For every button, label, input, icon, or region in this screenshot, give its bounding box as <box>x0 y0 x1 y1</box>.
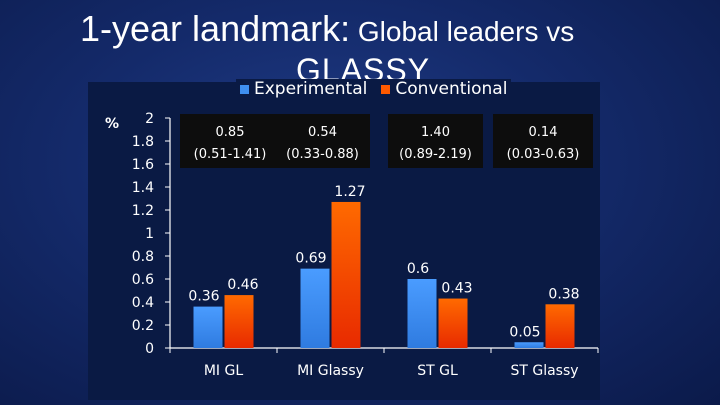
ratio-cell: 0.14 (0.03-0.63) <box>493 122 593 166</box>
chart-legend: Experimental Conventional <box>236 79 512 99</box>
ratio-ci: (0.51-1.41) <box>193 147 267 162</box>
y-tick-label: 1 <box>145 226 154 242</box>
data-label: 0.05 <box>509 324 540 340</box>
ratio-cell: 1.40 (0.89-2.19) <box>388 122 483 166</box>
y-tick-label: 1.6 <box>132 157 154 173</box>
bar-conventional <box>331 201 361 348</box>
x-tick-label: MI Glassy <box>297 363 364 379</box>
legend-item-experimental: Experimental <box>240 79 367 99</box>
ratio-value: 1.40 <box>421 125 450 140</box>
bar-experimental <box>514 342 544 348</box>
title-lead: 1-year landmark: <box>80 8 351 49</box>
data-label: 0.38 <box>548 286 579 302</box>
ratio-cell: 0.85 (0.51-1.41) <box>180 122 280 166</box>
bar-experimental <box>407 279 437 348</box>
y-tick-label: 0.6 <box>132 272 154 288</box>
y-tick-label: 0.4 <box>132 295 154 311</box>
data-label: 1.27 <box>334 184 365 200</box>
y-tick-label: 1.8 <box>132 134 154 150</box>
ratio-box-st-glassy: 0.14 (0.03-0.63) <box>493 114 593 168</box>
y-tick-label: 0.2 <box>132 318 154 334</box>
legend-swatch-conventional <box>381 84 391 94</box>
y-tick-label: 0.8 <box>132 249 154 265</box>
y-tick-label: 1.2 <box>132 203 154 219</box>
data-label: 0.36 <box>188 289 219 305</box>
bar-conventional <box>438 298 468 348</box>
bar-conventional <box>224 295 254 348</box>
y-tick-label: 0 <box>145 341 154 357</box>
slide-title: 1-year landmark: Global leaders vs GLASS… <box>80 8 680 88</box>
bar-experimental <box>300 268 330 348</box>
legend-label-experimental: Experimental <box>254 79 368 99</box>
data-label: 0.6 <box>407 261 429 277</box>
data-label: 0.69 <box>295 251 326 267</box>
ratio-cell: 0.54 (0.33-0.88) <box>275 122 370 166</box>
ratio-box-mi: 0.85 (0.51-1.41) 0.54 (0.33-0.88) <box>180 114 370 168</box>
x-tick-label: ST Glassy <box>510 363 578 379</box>
bar-conventional <box>545 304 575 348</box>
ratio-value: 0.54 <box>308 125 337 140</box>
ratio-ci: (0.33-0.88) <box>286 147 359 162</box>
legend-label-conventional: Conventional <box>395 79 508 99</box>
ratio-value: 0.14 <box>528 125 558 140</box>
data-label: 0.46 <box>227 277 258 293</box>
ratio-value: 0.85 <box>215 125 245 140</box>
x-tick-label: ST GL <box>417 363 458 379</box>
legend-swatch-experimental <box>240 84 249 94</box>
ratio-ci: (0.89-2.19) <box>399 147 472 162</box>
x-tick-label: MI GL <box>204 363 244 379</box>
y-unit-label: % <box>105 116 120 132</box>
y-tick-label: 2 <box>145 111 154 127</box>
legend-item-conventional: Conventional <box>381 79 507 99</box>
bar-experimental <box>193 306 223 348</box>
ratio-box-st-gl: 1.40 (0.89-2.19) <box>388 114 483 168</box>
y-tick-label: 1.4 <box>132 180 154 196</box>
title-rest: Global leaders vs <box>350 16 575 47</box>
ratio-ci: (0.03-0.63) <box>506 147 580 162</box>
data-label: 0.43 <box>441 281 472 297</box>
